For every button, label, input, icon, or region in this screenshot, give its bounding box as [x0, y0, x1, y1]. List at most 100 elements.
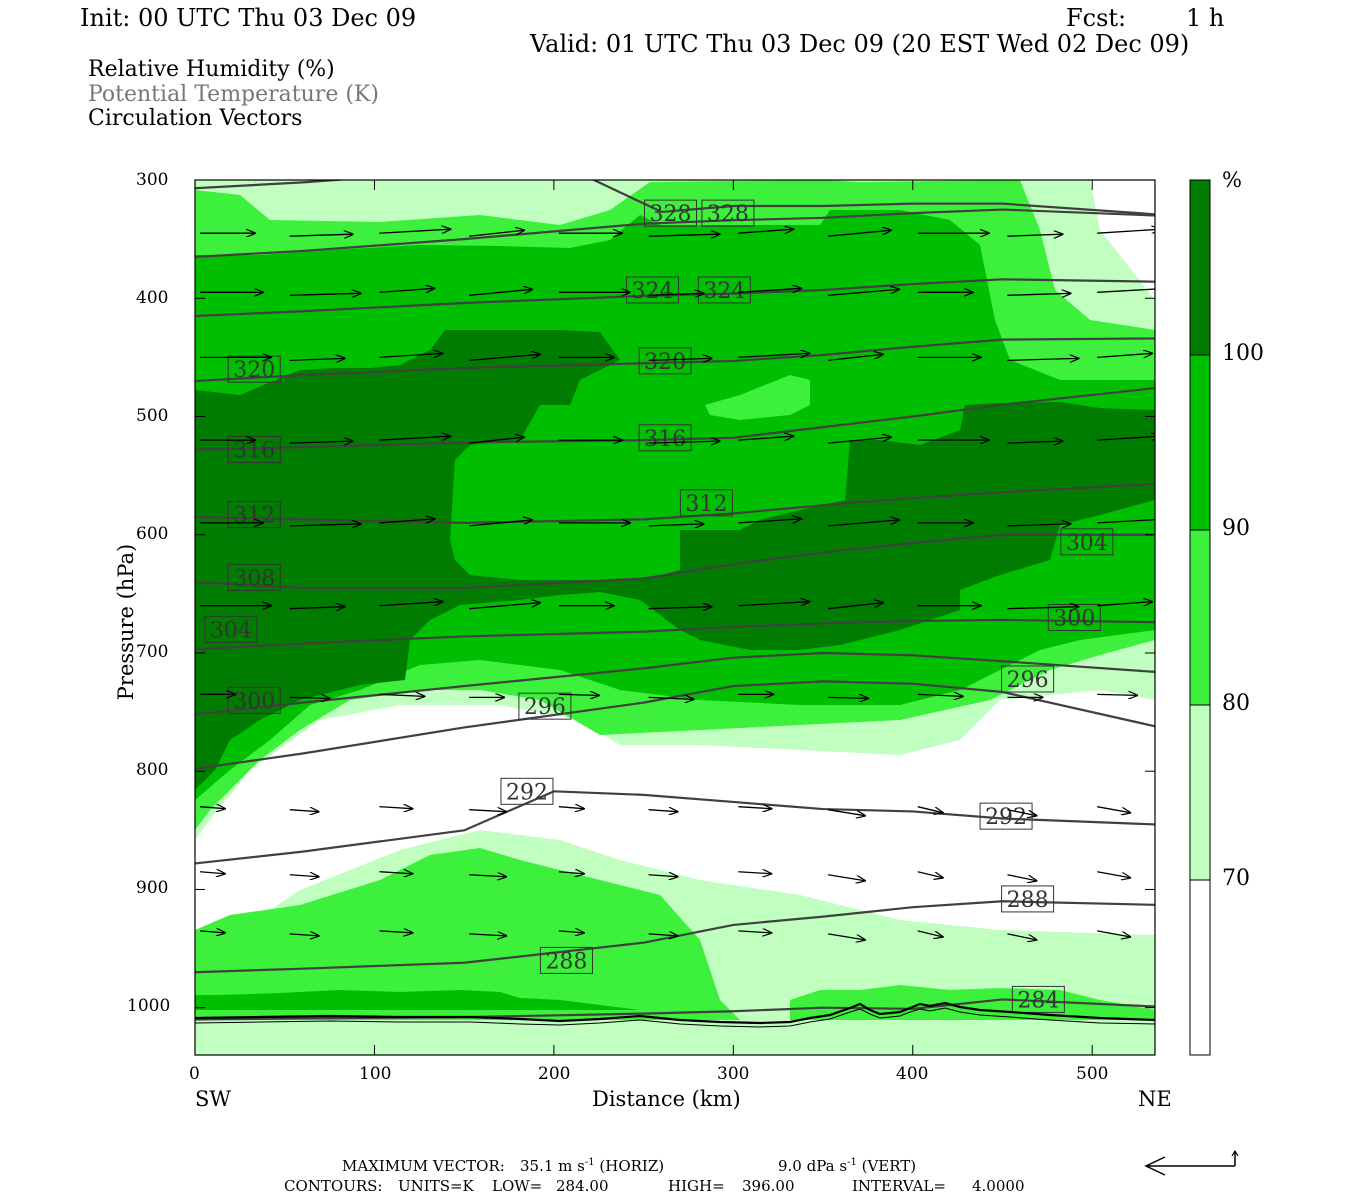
circulation-vector-arrow: [738, 872, 771, 874]
theta-contour-label: 292: [979, 802, 1033, 830]
svg-text:300: 300: [1053, 607, 1095, 632]
svg-text:308: 308: [233, 566, 275, 591]
circulation-vector-arrow: [648, 934, 678, 936]
theta-contour-line: [195, 278, 1155, 318]
forecast-label: Fcst:: [1066, 4, 1127, 32]
contours-interval: 4.0000: [972, 1177, 1025, 1195]
svg-text:284: 284: [1017, 988, 1059, 1013]
theta-contour-line: [195, 618, 1155, 651]
circulation-vector-arrow: [1097, 288, 1155, 293]
theta-contour-label: 328: [644, 199, 698, 227]
circulation-vector-arrow: [289, 607, 345, 609]
svg-text:316: 316: [233, 439, 275, 464]
theta-contour-line: [195, 337, 1155, 383]
circulation-vector-arrow: [648, 293, 704, 295]
circulation-vector-arrow: [648, 607, 712, 609]
circulation-vector-arrow: [379, 807, 412, 809]
y-tick-label: 300: [136, 170, 169, 190]
svg-text:312: 312: [233, 504, 275, 529]
x-tick-label: 300: [717, 1064, 750, 1084]
svg-text:304: 304: [1066, 531, 1108, 556]
svg-text:288: 288: [1007, 888, 1049, 913]
circulation-vector-arrow: [827, 603, 883, 610]
theta-contour-line: [195, 180, 1155, 216]
circulation-vector-arrow: [289, 934, 319, 936]
theta-contour-label: 284: [1011, 985, 1065, 1013]
circulation-vector-arrow: [827, 354, 883, 362]
theta-contour-label: 288: [1001, 885, 1055, 913]
circulation-vector-arrow: [1007, 874, 1036, 881]
colorbar-level-label: 70: [1222, 866, 1250, 891]
x-tick-label: 500: [1076, 1064, 1109, 1084]
forecast-hour: 1 h: [1186, 4, 1225, 32]
theta-contour-line: [195, 998, 1155, 1021]
circulation-vector-arrow: [469, 354, 540, 362]
circulation-vector-arrow: [827, 933, 865, 940]
circulation-vector-arrow: [469, 875, 506, 877]
max-vector-horiz: 35.1 m s-1 (HORIZ): [520, 1157, 664, 1175]
max-vector-vert-exponent: -1: [847, 1157, 857, 1168]
circulation-vector-arrow: [738, 229, 793, 234]
theta-contour-line: [195, 208, 1155, 258]
circulation-vector-arrow: [827, 230, 891, 237]
theta-contour-line: [195, 651, 1155, 716]
circulation-vector-arrow: [558, 694, 599, 695]
theta-contour-label: 288: [539, 946, 593, 974]
circulation-vector-arrow: [289, 875, 319, 877]
y-tick-label: 700: [136, 642, 169, 662]
circulation-vector-arrow: [469, 289, 532, 296]
circulation-vector-arrow: [827, 289, 899, 296]
circulation-vector-arrow: [648, 441, 720, 443]
svg-text:320: 320: [644, 350, 686, 375]
circulation-vector-arrow: [917, 806, 943, 813]
circulation-vector-arrow: [199, 931, 225, 933]
circulation-vector-arrow: [738, 602, 809, 607]
colorbar-level-label: 100: [1222, 341, 1264, 366]
circulation-vector-arrow: [469, 810, 506, 812]
x-tick-label: 100: [359, 1064, 392, 1084]
circulation-vector-arrow: [379, 519, 434, 524]
theta-contour-label: 308: [227, 563, 281, 591]
legend-circulation-vectors: Circulation Vectors: [88, 106, 303, 131]
max-vector-horiz-exponent: -1: [584, 1157, 595, 1168]
contours-low: 284.00: [556, 1177, 609, 1195]
max-vector-horiz-tail: (HORIZ): [599, 1157, 665, 1175]
svg-text:288: 288: [545, 949, 587, 974]
y-tick-label: 500: [136, 406, 169, 426]
max-vector-label: MAXIMUM VECTOR:: [342, 1157, 505, 1175]
svg-text:300: 300: [233, 689, 275, 714]
theta-contour-label: 324: [697, 276, 751, 304]
circulation-vector-arrow: [289, 234, 353, 236]
circulation-vector-arrow: [558, 807, 584, 809]
circulation-vector-arrow: [738, 436, 793, 441]
circulation-vector-arrow: [648, 358, 712, 360]
circulation-vector-arrow: [379, 931, 412, 933]
circulation-vector-arrow: [1097, 930, 1130, 937]
svg-text:312: 312: [685, 492, 727, 517]
circulation-vector-arrow: [917, 871, 943, 878]
circulation-vector-arrow: [738, 931, 771, 933]
y-tick-label: 400: [136, 288, 169, 308]
theta-contour-label: 304: [1060, 528, 1114, 556]
y-tick-label: 800: [136, 760, 169, 780]
circulation-vector-arrow: [827, 874, 865, 881]
rh-band-100: [195, 330, 1155, 790]
svg-text:316: 316: [644, 427, 686, 452]
legend-relative-humidity: Relative Humidity (%): [88, 57, 335, 82]
circulation-vector-arrow: [648, 234, 720, 236]
circulation-vector-arrow: [1097, 602, 1152, 607]
theta-contour-label: 320: [638, 347, 692, 375]
contours-units: UNITS=K: [398, 1177, 474, 1195]
x-tick-label: 400: [896, 1064, 929, 1084]
max-vector-vert-tail: (VERT): [861, 1157, 917, 1175]
max-vector-vert: 9.0 dPa s-1 (VERT): [778, 1157, 916, 1175]
circulation-vector-arrow: [1097, 436, 1155, 441]
y-axis-title: Pressure (hPa): [114, 543, 138, 701]
humidity-field: [195, 180, 1155, 1055]
circulation-vector-arrow: [648, 810, 678, 812]
init-time: Init: 00 UTC Thu 03 Dec 09: [80, 4, 417, 32]
circulation-vector-arrow: [289, 441, 353, 443]
theta-contour-line: [195, 533, 1155, 590]
contours-label: CONTOURS:: [284, 1177, 383, 1195]
